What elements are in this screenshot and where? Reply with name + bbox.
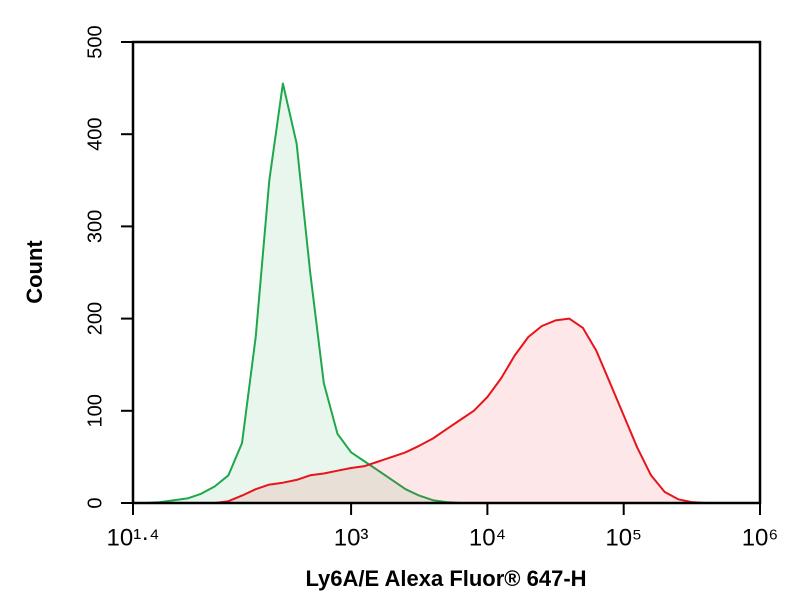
x-tick-label: 10¹·⁴: [107, 524, 160, 551]
area-fill: [133, 318, 760, 503]
y-axis-label: Count: [22, 240, 47, 304]
x-tick-label: 10³: [334, 524, 369, 551]
y-tick-label: 300: [84, 210, 106, 243]
histogram-line: [133, 317, 760, 504]
y-tick-label: 200: [84, 302, 106, 335]
x-axis-label: Ly6A/E Alexa Fluor® 647-H: [305, 566, 586, 591]
y-tick-label: 0: [84, 497, 106, 508]
y-tick-label: 100: [84, 394, 106, 427]
area-fill: [133, 83, 760, 503]
x-tick-label: 10⁵: [605, 524, 642, 551]
y-tick-label: 500: [84, 25, 106, 58]
x-tick-label: 10⁴: [469, 524, 506, 551]
x-tick-label: 10⁶: [742, 524, 779, 551]
plot-frame: [131, 40, 762, 505]
y-tick-label: 400: [84, 118, 106, 151]
